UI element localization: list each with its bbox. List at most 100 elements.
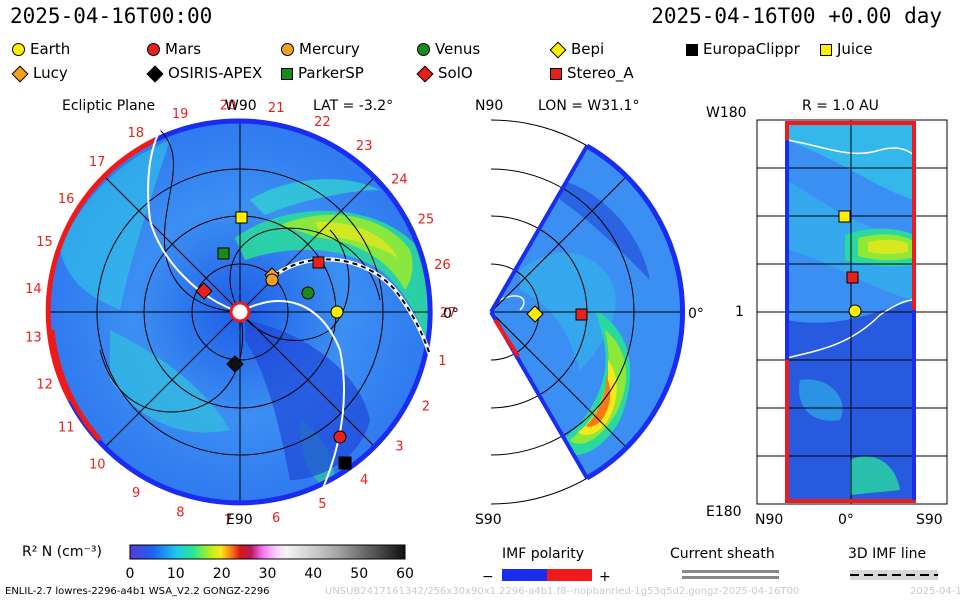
sphere-top-left: W180: [706, 105, 747, 121]
day-label: 20: [220, 98, 237, 113]
legend-label: EuropaClippr: [703, 40, 800, 58]
legend-item-venus: Venus: [417, 40, 480, 58]
meridional-lon-label: LON = W31.1°: [538, 98, 639, 114]
meridional-panel: N90 LON = W31.1° 0° S90: [475, 98, 704, 528]
sphere-x-label-2: S90: [916, 512, 943, 528]
meridional-bottom-label: S90: [475, 512, 502, 528]
sphere-bottom-left: E180: [706, 504, 742, 520]
colorbar-tick: 60: [396, 566, 414, 582]
legend-item-juice: Juice: [820, 40, 873, 58]
ecliptic-top-label: W90: [225, 98, 257, 114]
right-timestamp: 2025-04-16T00 +0.00 day: [651, 4, 942, 28]
sphere-x-label-0: N90: [755, 512, 783, 528]
day-labels: 20 21222324252627123456789101112131415161…: [25, 98, 456, 528]
marker-juice: [235, 211, 248, 224]
colorbar: R² N (cm⁻³) 0 10 20 30 40 50 60: [22, 544, 414, 582]
legend-item-earth: Earth: [12, 40, 70, 58]
day-label: 21: [268, 101, 285, 116]
legend-item-lucy: Lucy: [11, 64, 68, 82]
marker-osiris-apex: [226, 355, 244, 373]
footer-right: 2025-04-17: [910, 586, 960, 597]
europaclippr-square-icon: [686, 43, 698, 56]
legend-item-bepi: Bepi: [549, 40, 605, 58]
legend-label: OSIRIS-APEX: [168, 64, 263, 82]
imf-polarity-minus: −: [482, 569, 494, 585]
footer-middle: UNSUB2417161342/256x30x90x1.2296-a4b1.f8…: [325, 586, 800, 597]
legend-label: Lucy: [33, 64, 68, 82]
day-label: 12: [36, 377, 53, 392]
earth-circle-icon: [12, 43, 25, 56]
marker-earth: [330, 305, 344, 319]
sphere-x-label-1: 0°: [838, 512, 854, 528]
marker-mercury: [265, 273, 279, 287]
legend-label: Mars: [165, 40, 202, 58]
day-label: 16: [58, 192, 75, 207]
colorbar-label: R² N (cm⁻³): [22, 544, 102, 560]
current-sheath-title: Current sheath: [670, 546, 775, 562]
day-label: 1: [438, 354, 446, 369]
imf-line-legend: 3D IMF line: [848, 546, 938, 580]
imf-negative-swatch: [502, 569, 547, 581]
day-label: 15: [36, 235, 53, 250]
day-label: 11: [58, 420, 75, 435]
marker-europaclipper: [338, 456, 352, 470]
legend-label: ParkerSP: [298, 64, 364, 82]
day-label: 9: [132, 486, 140, 501]
colorbar-tick: 20: [213, 566, 231, 582]
sphere-marker-stereo-a: [846, 271, 859, 284]
legend-item-mars: Mars: [147, 40, 201, 58]
marker-mars: [333, 430, 347, 444]
ecliptic-panel: 20 21222324252627123456789101112131415161…: [25, 98, 459, 529]
legend-label: SolO: [438, 64, 473, 82]
legend-item-solo: SolO: [416, 64, 473, 82]
day-label: 3: [395, 440, 403, 455]
day-label: 26: [434, 258, 451, 273]
legend-item-parkersp: ParkerSP: [281, 64, 364, 82]
mars-circle-icon: [147, 43, 160, 56]
legend-item-europaclippr: EuropaClippr: [686, 40, 800, 58]
day-label: 2: [422, 399, 430, 414]
ecliptic-bottom-label: E90: [226, 512, 253, 528]
colorbar-tick: 30: [259, 566, 277, 582]
day-label: 6: [272, 511, 280, 526]
day-label: 14: [25, 282, 42, 297]
ecliptic-lat-label: LAT = -3.2°: [313, 98, 393, 114]
day-label: 4: [360, 473, 368, 488]
colorbar-tick: 0: [126, 566, 135, 582]
imf-polarity-plus: +: [599, 569, 611, 585]
current-sheath-legend: Current sheath: [670, 546, 779, 579]
day-label: 8: [176, 505, 184, 520]
legend-label: Bepi: [571, 40, 605, 58]
imf-positive-swatch: [547, 569, 592, 581]
legend-item-osiris-apex: OSIRIS-APEX: [146, 64, 263, 82]
legend-item-stereo-a: Stereo_A: [550, 64, 634, 82]
stereo-a-square-icon: [550, 67, 562, 80]
legend-label: Stereo_A: [567, 64, 634, 82]
juice-square-icon: [820, 43, 832, 56]
sphere-mid-left: 1: [735, 304, 744, 320]
sphere-panel: R = 1.0 AU W180 1 E180 N90 0° S90: [706, 98, 948, 528]
day-label: 25: [418, 213, 435, 228]
colorbar-gradient: [129, 544, 406, 560]
colorbar-tick: 50: [350, 566, 368, 582]
marker-venus: [301, 286, 315, 300]
day-label: 27: [440, 306, 457, 321]
legend-item-mercury: Mercury: [281, 40, 360, 58]
imf-polarity-title: IMF polarity: [502, 546, 584, 562]
day-label: 19: [172, 107, 189, 122]
colorbar-tick: 10: [167, 566, 185, 582]
colorbar-ticks: 0 10 20 30 40 50 60: [126, 566, 414, 582]
marker-solo: [195, 282, 213, 300]
meridional-top-label: N90: [475, 98, 503, 114]
sphere-marker-juice: [838, 210, 851, 223]
day-label: 23: [356, 139, 373, 154]
legend-label: Earth: [30, 40, 71, 58]
meridional-right-label: 0°: [688, 306, 704, 322]
footer-left: ENLIL-2.7 lowres-2296-a4b1 WSA_V2.2 GONG…: [5, 586, 270, 597]
imf-polarity-legend: IMF polarity − +: [482, 546, 611, 585]
venus-circle-icon: [417, 43, 430, 56]
colorbar-tick: 40: [304, 566, 322, 582]
day-label: 7: [224, 514, 232, 529]
sphere-radius-label: R = 1.0 AU: [802, 98, 879, 114]
